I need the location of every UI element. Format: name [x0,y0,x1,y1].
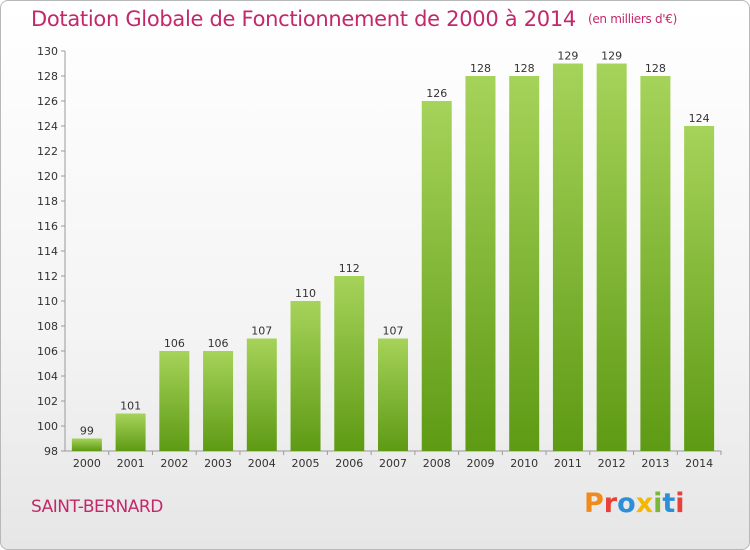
y-tick-label: 128 [37,70,58,83]
bar-value-label: 99 [80,425,94,438]
city-name: SAINT-BERNARD [31,497,163,517]
x-tick-label: 2005 [292,457,320,470]
logo-letter: i [653,488,663,519]
y-tick-label: 104 [37,370,58,383]
unit-label: (en milliers d'€) [587,12,677,26]
logo-letter: x [635,488,654,519]
bar [465,76,496,451]
x-tick-label: 2010 [510,457,538,470]
y-tick-label: 100 [37,420,58,433]
x-tick-label: 2000 [73,457,101,470]
bar [596,63,627,451]
y-tick-label: 116 [37,220,58,233]
x-tick-label: 2012 [598,457,626,470]
bar [684,126,715,451]
bar-value-label: 124 [689,112,710,125]
bar [640,76,671,451]
y-tick-label: 118 [37,195,58,208]
bar-value-label: 106 [208,337,229,350]
bar [246,338,277,451]
y-tick-label: 106 [37,345,58,358]
bar [159,351,190,451]
y-tick-label: 130 [37,45,58,58]
bar-value-label: 128 [514,62,535,75]
bar-value-label: 128 [470,62,491,75]
bar [290,301,321,451]
x-tick-label: 2014 [685,457,713,470]
bar [71,438,102,451]
y-tick-label: 120 [37,170,58,183]
x-tick-label: 2007 [379,457,407,470]
bar [552,63,583,451]
bar [509,76,540,451]
y-tick-label: 126 [37,95,58,108]
y-tick-label: 102 [37,395,58,408]
logo-letter: r [603,488,618,519]
x-tick-label: 2008 [423,457,451,470]
bar [378,338,408,451]
x-tick-label: 2009 [466,457,494,470]
x-tick-label: 2011 [554,457,582,470]
y-tick-label: 98 [44,445,58,458]
logo-letter: i [675,488,685,519]
bar [203,351,234,451]
bar [115,413,146,451]
logo-letter: P [584,488,604,519]
y-tick-label: 122 [37,145,58,158]
bar-value-label: 112 [339,262,360,275]
x-tick-label: 2006 [335,457,363,470]
bar-value-label: 126 [426,87,447,100]
chart-title-text: Dotation Globale de Fonctionnement de 20… [31,7,576,31]
x-tick-label: 2003 [204,457,232,470]
bar [421,101,452,451]
bar-value-label: 128 [645,62,666,75]
bar [334,276,365,451]
x-tick-label: 2004 [248,457,276,470]
x-tick-label: 2001 [117,457,145,470]
chart-title: Dotation Globale de Fonctionnement de 20… [31,7,677,31]
y-tick-label: 110 [37,295,58,308]
logo-letter: o [617,488,636,519]
y-tick-label: 124 [37,120,58,133]
bar-value-label: 106 [164,337,185,350]
logo-letter: t [662,488,676,519]
bar-value-label: 129 [557,50,578,63]
bar-value-label: 107 [251,325,272,338]
proxiti-logo: Proxiti [584,488,685,519]
y-tick-label: 112 [37,270,58,283]
x-tick-label: 2002 [160,457,188,470]
bar-value-label: 107 [383,325,404,338]
y-tick-label: 108 [37,320,58,333]
bar-value-label: 129 [601,50,622,63]
x-tick-label: 2013 [641,457,669,470]
bar-value-label: 101 [120,400,141,413]
bar-value-label: 110 [295,287,316,300]
y-tick-label: 114 [37,245,58,258]
